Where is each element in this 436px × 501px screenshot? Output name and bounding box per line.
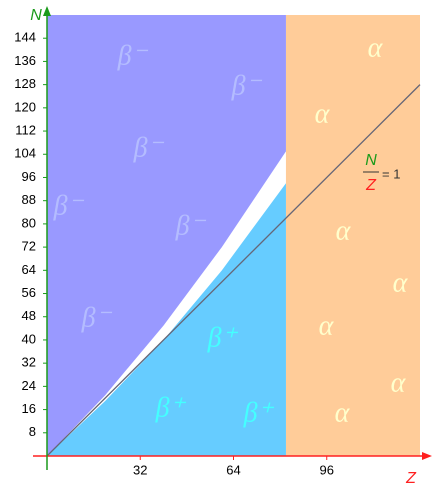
x-axis-label: Z: [405, 470, 417, 487]
x-tick-label: 32: [133, 462, 147, 477]
x-arrow: [422, 452, 432, 460]
region-label: β⁻: [175, 210, 207, 241]
y-tick-label: 120: [14, 99, 36, 114]
reference-line: [46, 84, 421, 457]
y-tick-label: 88: [22, 192, 36, 207]
alpha-region: [285, 15, 420, 456]
y-tick-label: 104: [14, 146, 36, 161]
y-tick-label: 128: [14, 76, 36, 91]
y-tick-label: 112: [15, 122, 36, 137]
region-label: β⁺: [243, 397, 275, 428]
y-tick-label: 8: [29, 424, 36, 439]
y-tick-label: 32: [22, 355, 36, 370]
region-label: α: [391, 367, 407, 398]
y-tick-label: 144: [14, 30, 36, 45]
y-tick-label: 24: [22, 378, 36, 393]
region-label: α: [315, 98, 331, 129]
y-tick-label: 40: [22, 331, 36, 346]
region-label: β⁻: [231, 70, 263, 101]
y-tick-label: 96: [22, 169, 36, 184]
y-arrow: [43, 6, 51, 16]
y-tick-label: 80: [22, 215, 36, 230]
y-tick-label: 72: [22, 239, 36, 254]
region-label: β⁻: [133, 132, 165, 163]
fraction-rhs: = 1: [382, 166, 400, 181]
beta-minus-region: [47, 15, 286, 456]
region-label: β⁺: [207, 322, 239, 353]
region-label: α: [336, 215, 352, 246]
region-label: β⁻: [53, 190, 85, 221]
y-axis-label: N: [30, 7, 42, 24]
x-tick-label: 96: [320, 462, 334, 477]
region-label: β⁻: [81, 302, 113, 333]
y-tick-label: 16: [22, 401, 36, 416]
y-tick-label: 64: [22, 262, 36, 277]
region-label: α: [335, 397, 351, 428]
beta-plus-region: [47, 183, 286, 457]
region-label: α: [319, 310, 335, 341]
x-tick-label: 64: [226, 462, 240, 477]
region-label: β⁻: [117, 40, 149, 71]
region-label: β⁺: [155, 392, 187, 423]
y-tick-label: 136: [14, 53, 36, 68]
fraction-denominator: Z: [365, 177, 377, 194]
fraction-numerator: N: [365, 152, 377, 169]
region-label: α: [368, 32, 384, 63]
y-tick-label: 56: [22, 285, 36, 300]
y-tick-label: 48: [22, 308, 36, 323]
region-label: α: [393, 267, 409, 298]
